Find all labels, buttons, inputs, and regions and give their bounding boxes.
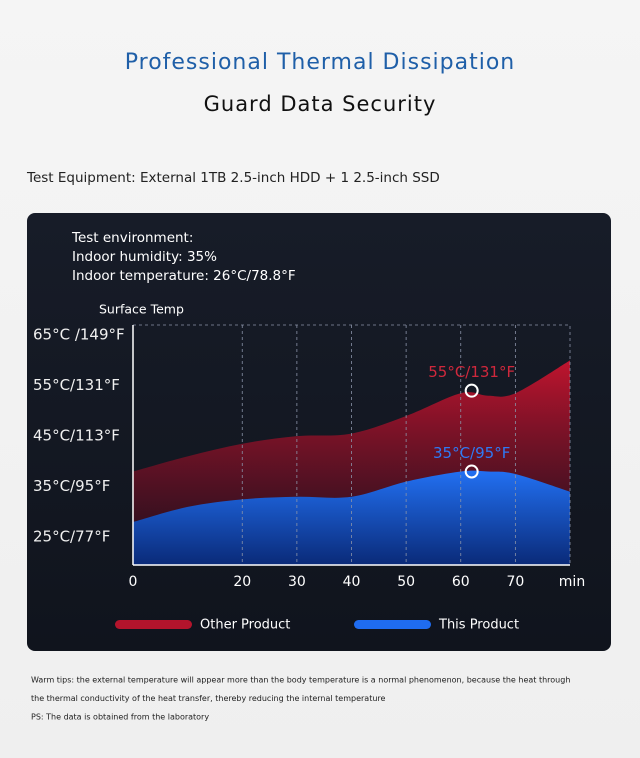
legend-swatch bbox=[115, 620, 192, 629]
y-tick-label: 65°C /149°F bbox=[33, 326, 125, 344]
y-axis-label: Surface Temp bbox=[99, 302, 184, 317]
legend-label: This Product bbox=[438, 618, 519, 633]
annotation-text: 55°C/131°F bbox=[428, 363, 515, 381]
x-tick-label: 70 bbox=[506, 574, 524, 590]
environment-note: Indoor humidity: 35% bbox=[72, 249, 217, 265]
subtitle: Guard Data Security bbox=[204, 92, 437, 116]
annotation-text: 35°C/95°F bbox=[433, 444, 510, 462]
y-tick-label: 45°C/113°F bbox=[33, 427, 120, 445]
x-tick-label: 30 bbox=[288, 574, 306, 590]
footnote: Warm tips: the external temperature will… bbox=[31, 676, 570, 685]
x-tick-label: 40 bbox=[343, 574, 361, 590]
x-axis-label: min bbox=[559, 574, 585, 590]
footnote: the thermal conductivity of the heat tra… bbox=[31, 694, 386, 703]
environment-note: Indoor temperature: 26°C/78.8°F bbox=[72, 268, 296, 284]
plot-frame bbox=[133, 324, 571, 565]
environment-note: Test environment: bbox=[71, 230, 193, 246]
annotation-marker bbox=[464, 383, 479, 398]
test-equipment: Test Equipment: External 1TB 2.5-inch HD… bbox=[26, 170, 440, 186]
x-tick-label: 50 bbox=[397, 574, 415, 590]
legend-swatch bbox=[354, 620, 431, 629]
y-tick-label: 35°C/95°F bbox=[33, 477, 110, 495]
x-tick-label: 0 bbox=[129, 574, 138, 590]
title: Professional Thermal Dissipation bbox=[125, 50, 515, 75]
x-tick-label: 20 bbox=[233, 574, 251, 590]
annotation-marker bbox=[464, 464, 479, 479]
y-tick-label: 55°C/131°F bbox=[33, 376, 120, 394]
chart: Test environment: Indoor humidity: 35% Ind… bbox=[33, 230, 585, 633]
footnote: PS: The data is obtained from the labora… bbox=[31, 713, 209, 722]
y-tick-label: 25°C/77°F bbox=[33, 528, 110, 546]
x-tick-label: 60 bbox=[452, 574, 470, 590]
legend-label: Other Product bbox=[200, 618, 290, 633]
